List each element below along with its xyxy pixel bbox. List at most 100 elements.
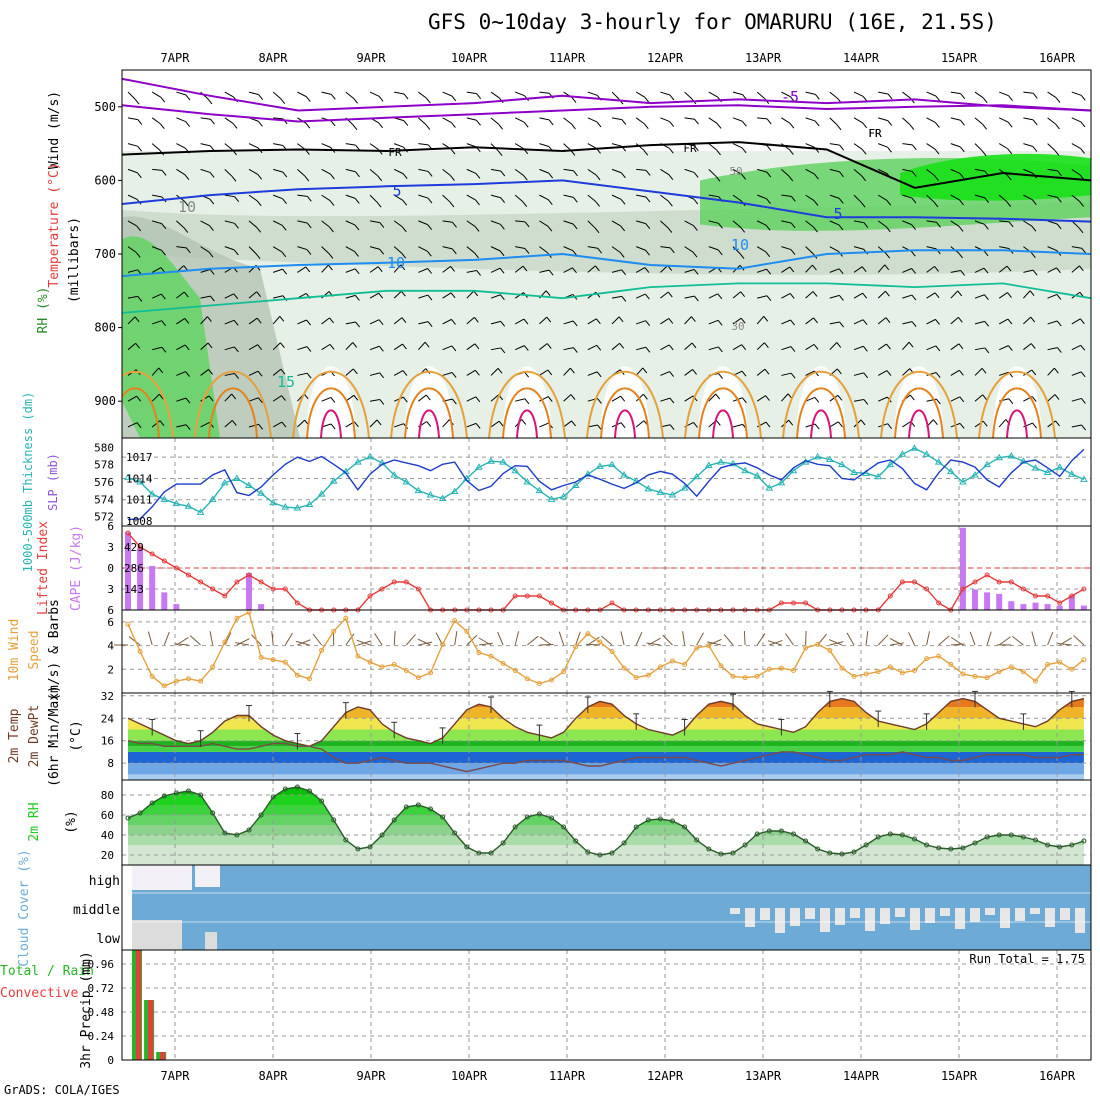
wind-barb-staff [297,92,306,97]
date-label-top: 10APR [451,51,488,65]
cloud-mid-gap [805,908,815,919]
rh-band [122,835,1091,845]
cloud-mid-gap [1000,908,1010,928]
wind-barb-staff [418,144,428,145]
wind-barb-staff [927,144,935,149]
wind-barb-staff [999,92,1008,96]
date-label-top: 16APR [1039,51,1076,65]
upper-ylabel-pressure: (millibars) [67,217,82,303]
wind-barb-flag [910,125,914,130]
cloud-mid-gap [1030,908,1040,914]
rh2m-tick: 40 [101,829,114,842]
wind-barb-staff [491,118,499,124]
thickness-tick: 580 [94,441,114,454]
wind-barb-flag [1056,98,1060,103]
contour-label: FR [388,146,402,159]
wind10-tick: 6 [107,616,114,629]
wind-barb-staff [322,144,331,148]
li-tick: 3 [107,583,114,596]
wind-barb-staff [806,92,816,94]
wind-barb-flag [695,119,699,124]
temp-band [122,707,1091,718]
wind-barb-staff [1048,118,1056,124]
temperature-contour-1 [122,105,1091,121]
wind-barb-staff [1072,118,1081,122]
temp-band [122,746,1091,752]
wind-barb-flag [1033,120,1037,125]
date-label-top: 15APR [941,51,978,65]
wind10-barb [785,634,793,645]
wind-barb-staff [733,92,743,95]
wind-barb-staff [951,144,960,147]
wind-barb-staff [539,144,549,147]
temp-band [122,752,1091,763]
wind-barb-flag [331,121,335,126]
cape-bar [161,592,167,610]
rh-band [122,815,1091,825]
wind-barb-staff [515,144,524,149]
wind-barb-staff [370,144,378,150]
wind-barb-staff [612,92,619,99]
wind-barb-staff [1048,144,1055,151]
cloud-mid-gap [955,908,965,929]
wind-barb-staff [346,144,356,146]
wind-barb-staff [878,118,888,121]
cloud-mid-gap [790,908,800,926]
wind-barb-flag [353,125,357,130]
wind-barb-staff [975,144,982,151]
wind-barb-flag [233,123,237,128]
slp-tick: 1011 [126,494,153,507]
precip-frame [122,950,1091,1060]
wind10-barb [636,632,642,645]
footer-credit: GrADS: COLA/IGES [4,1083,120,1097]
cape-tick: 429 [124,541,144,554]
wind-barb-flag [1081,95,1085,100]
wind10-barb [866,631,868,645]
cape-tick: 286 [124,562,144,575]
rh2m-tick: 80 [101,789,114,802]
cloud-low-clear [132,920,182,950]
wind-barb-staff [660,118,669,122]
wind10-barb [1048,632,1053,645]
wind-barb-flag [571,124,575,129]
wind-barb-staff [539,118,549,120]
date-label-bottom: 10APR [451,1069,488,1083]
wind-barb-staff [539,92,549,93]
temp-ylabel-4: (°C) [69,720,84,751]
wind-barb-staff [201,144,211,146]
wind-barb-staff [757,118,767,119]
wind-barb-flag [186,95,190,100]
wind-barb-staff [152,118,160,124]
date-label-top: 14APR [843,51,880,65]
wind10-barb [455,631,457,645]
wind-barb-staff [733,144,742,148]
cape-bar [246,573,252,610]
date-label-top: 9APR [357,51,387,65]
wind-barb-staff [418,118,425,125]
contour-label: 5 [833,205,842,223]
wind-barb-flag [186,122,190,127]
wind-barb-staff [588,92,597,95]
wind-barb-staff [249,144,258,148]
cloud-mid-gap [1060,908,1070,920]
cape-ylabel: CAPE (J/kg) [69,525,84,611]
wind-barb-staff [564,144,571,151]
cloud-ylabel: Cloud Cover (%) [17,849,32,966]
wind-barb-flag [622,120,626,125]
wind-barb-staff [660,92,670,95]
wind-barb-flag [258,121,262,126]
wind-barb-staff [902,92,910,98]
date-label-top: 7APR [161,51,191,65]
wind-barb-staff [152,92,161,97]
wind-barb-staff [515,118,524,122]
cape-bar [137,548,143,610]
wind10-barb [515,631,518,645]
wind-barb-staff [1072,92,1081,95]
contour-label: 10 [387,254,405,272]
upper-ylabel-rh: RH (%) [36,287,51,334]
wind-barb-flag [161,97,165,102]
date-label-bottom: 7APR [161,1069,191,1083]
wind-barb-flag [815,121,819,126]
wind10-barb [724,634,733,645]
